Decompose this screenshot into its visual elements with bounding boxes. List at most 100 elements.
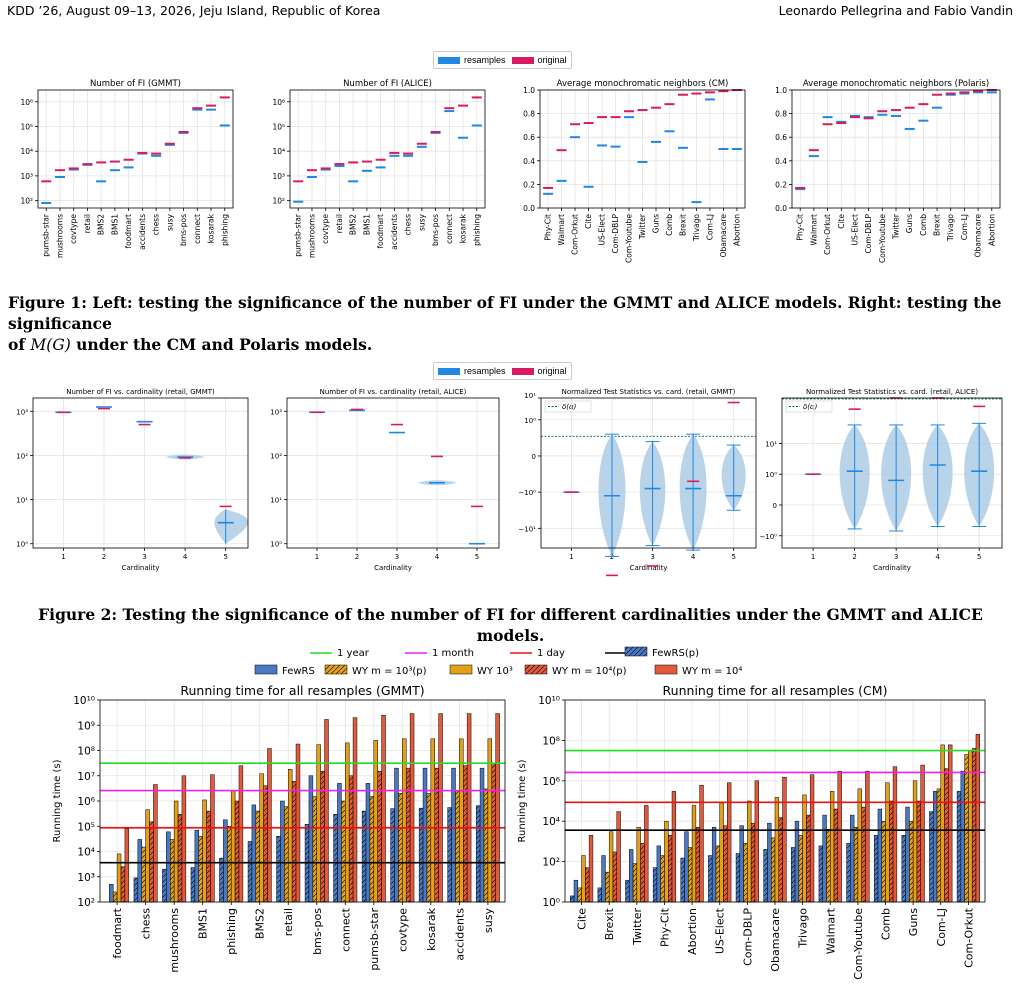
- bar: [495, 713, 500, 903]
- caption-1-math: M(G): [30, 336, 71, 354]
- x-tick-label: susy: [482, 908, 495, 933]
- bar: [238, 765, 244, 903]
- bar: [230, 790, 236, 903]
- bar: [767, 822, 772, 903]
- y-tick-label: 10¹: [524, 392, 536, 400]
- y-tick-label: −10¹: [518, 525, 536, 533]
- x-tick-label: 4: [691, 553, 696, 561]
- bar: [287, 769, 293, 903]
- chart-fig1-3: Average monochromatic neighbors (CM) 0.0 0…: [523, 79, 746, 263]
- bar: [394, 767, 399, 903]
- y-tick-label: −10⁰: [518, 489, 536, 497]
- bar: [259, 773, 264, 903]
- bar: [671, 791, 677, 903]
- bar-hatch: [577, 887, 582, 902]
- x-tick-label: Com-Orkut: [571, 214, 580, 255]
- y-tick-label: 10⁶: [77, 796, 95, 808]
- bar-hatch: [826, 829, 831, 902]
- bar-hatch: [284, 806, 289, 902]
- x-tick-label: Comb: [919, 214, 928, 236]
- bar-hatch: [491, 763, 496, 902]
- y-tick-label: 10²: [20, 197, 33, 206]
- bar-hatch: [612, 851, 617, 902]
- bar: [251, 804, 257, 903]
- bar-hatch: [743, 843, 748, 902]
- legend-line-label: 1 year: [337, 648, 370, 659]
- legend-label-resamples: resamples: [464, 55, 506, 65]
- bar-hatch: [434, 768, 439, 902]
- y-tick-label: 10²: [272, 197, 285, 206]
- x-tick-label: Twitter: [638, 213, 647, 240]
- chart-title: Number of FI vs. cardinality (retail, GM…: [66, 388, 215, 396]
- bar-hatch: [798, 835, 803, 902]
- bar: [975, 734, 981, 903]
- y-tick-label: 0.0: [775, 204, 787, 213]
- bar-hatch: [834, 809, 838, 902]
- y-tick-label: 10⁴: [542, 816, 560, 828]
- bar-hatch: [483, 788, 488, 902]
- x-tick-label: kosarak: [425, 907, 438, 950]
- y-tick-label: 10³: [77, 872, 95, 884]
- legend-swatch-resamples: [438, 57, 460, 65]
- legend-line-label: 1 day: [537, 648, 565, 659]
- x-tick-label: Brexit: [933, 214, 942, 236]
- legend-bar-label: FewRS: [282, 666, 315, 677]
- legend-bar-swatch: [254, 664, 278, 675]
- y-tick-label: 10⁸: [77, 746, 95, 758]
- bar: [466, 713, 472, 903]
- plot-frame: [99, 699, 506, 903]
- delta-legend-box: [785, 400, 833, 413]
- y-tick-label: 10⁶: [20, 98, 33, 107]
- bar-hatch: [369, 796, 374, 902]
- bar-hatch: [419, 808, 424, 902]
- bar: [711, 827, 717, 903]
- bar: [451, 767, 456, 903]
- x-tick-label: Phy-Cit: [796, 214, 805, 241]
- y-tick-label: 0.4: [775, 157, 787, 166]
- bar: [308, 775, 314, 903]
- bar-hatch: [206, 811, 211, 902]
- delta-legend-label: δ(α): [803, 403, 818, 411]
- bar: [153, 784, 158, 903]
- bar: [295, 743, 301, 903]
- bar-hatch: [113, 891, 118, 902]
- x-tick-label: 1: [811, 553, 815, 561]
- bar-hatch: [736, 853, 740, 902]
- bar-hatch: [854, 827, 858, 902]
- x-tick-label: bms-pos: [311, 908, 324, 955]
- plot-frame: [286, 397, 500, 549]
- chart-title: Number of FI (ALICE): [343, 79, 432, 89]
- x-tick-label: pumsb-star: [368, 908, 381, 971]
- x-tick-label: Walmart: [824, 907, 837, 954]
- x-tick-label: chess: [404, 214, 413, 235]
- bar: [422, 767, 428, 903]
- x-tick-label: 4: [435, 553, 440, 561]
- bar-hatch: [791, 847, 796, 902]
- legend-label-resamples-2: resamples: [464, 366, 506, 376]
- x-tick-label: phishing: [225, 908, 238, 955]
- y-tick-label: 0: [532, 453, 536, 461]
- x-tick-label: Com-Youtube: [878, 214, 887, 263]
- x-tick-label: 3: [894, 553, 898, 561]
- x-tick-label: pumsb-star: [294, 213, 303, 257]
- bar: [892, 766, 898, 903]
- bar: [727, 782, 732, 903]
- bar: [373, 740, 378, 903]
- y-tick-label: 10¹: [16, 497, 28, 505]
- legend-bar-label: WY m = 10⁴: [682, 666, 742, 677]
- x-tick-label: BMS2: [97, 214, 106, 235]
- bar-hatch: [190, 867, 195, 902]
- bar: [644, 805, 649, 903]
- y-tick-label: 10⁸: [542, 735, 560, 747]
- x-tick-label: Comb: [665, 214, 674, 236]
- bar: [166, 831, 171, 903]
- bar-hatch: [390, 808, 395, 902]
- y-tick-label: 10⁰: [524, 417, 536, 425]
- bar-hatch: [476, 805, 481, 902]
- x-tick-label: BMS2: [349, 214, 358, 235]
- y-tick-label: 10⁶: [272, 98, 285, 107]
- bar-hatch: [219, 858, 224, 902]
- chart-title: Running time for all resamples (CM): [663, 683, 888, 698]
- bar: [636, 827, 641, 903]
- legend-bar-label: WY m = 10⁴(p): [552, 666, 627, 677]
